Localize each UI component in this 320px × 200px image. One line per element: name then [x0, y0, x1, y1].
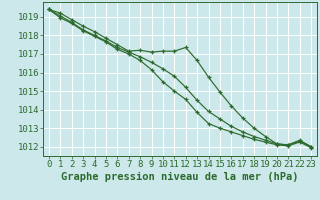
- X-axis label: Graphe pression niveau de la mer (hPa): Graphe pression niveau de la mer (hPa): [61, 172, 299, 182]
